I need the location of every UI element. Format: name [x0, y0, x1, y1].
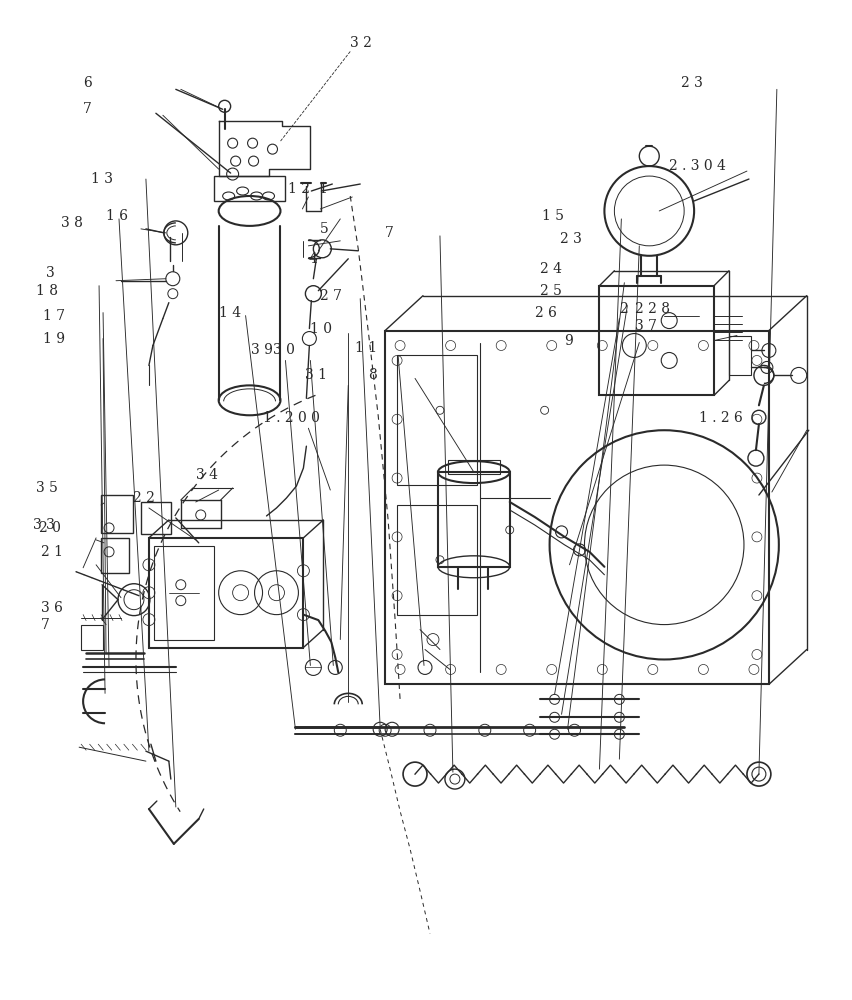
Text: 1 . 2 0 0: 1 . 2 0 0	[262, 411, 320, 425]
Text: 2 0: 2 0	[39, 521, 61, 535]
Text: 7: 7	[83, 102, 92, 116]
Text: 1 9: 1 9	[43, 332, 66, 346]
Text: 2 1: 2 1	[41, 545, 63, 559]
Text: 1 7: 1 7	[43, 309, 66, 323]
Bar	[385, 331, 769, 684]
Text: 7: 7	[41, 618, 50, 632]
Text: 3 2: 3 2	[350, 36, 372, 50]
Text: 2 3: 2 3	[681, 76, 703, 90]
Text: 2 2: 2 2	[133, 491, 155, 505]
Bar	[141, 502, 171, 534]
Text: 1 2: 1 2	[289, 182, 310, 196]
Text: 3 4: 3 4	[196, 468, 218, 482]
Text: 6: 6	[83, 76, 92, 90]
Text: 3 5: 3 5	[37, 481, 58, 495]
Text: 1: 1	[319, 182, 327, 196]
Text: 1 4: 1 4	[219, 306, 241, 320]
Text: 4: 4	[308, 252, 317, 266]
Bar	[81, 625, 103, 650]
Text: 7: 7	[385, 226, 394, 240]
Text: 1 5: 1 5	[542, 209, 564, 223]
Text: 9: 9	[565, 334, 573, 348]
Text: 3 1: 3 1	[305, 368, 327, 382]
Text: 5: 5	[320, 222, 329, 236]
Bar	[214, 176, 285, 201]
Text: 8: 8	[368, 368, 377, 382]
Text: 3: 3	[46, 266, 55, 280]
Text: 1 1: 1 1	[355, 341, 377, 355]
Bar	[600, 286, 714, 395]
Text: 1 3: 1 3	[91, 172, 113, 186]
Text: 1 . 2 6: 1 . 2 6	[699, 411, 743, 425]
Bar	[729, 336, 751, 375]
Bar	[448, 460, 500, 474]
Text: 3 6: 3 6	[41, 601, 63, 615]
Text: 3 0: 3 0	[273, 343, 295, 357]
Text: 1 8: 1 8	[37, 284, 58, 298]
Bar	[101, 495, 133, 533]
Text: 1 0: 1 0	[310, 322, 332, 336]
Text: 3 8: 3 8	[61, 216, 83, 230]
Text: 2 7: 2 7	[320, 289, 343, 303]
Text: 2 2 8: 2 2 8	[636, 302, 671, 316]
Text: 1 6: 1 6	[106, 209, 128, 223]
Text: 2 5: 2 5	[539, 284, 561, 298]
Bar	[101, 538, 129, 573]
Text: 2 4: 2 4	[539, 262, 561, 276]
Text: 3 3: 3 3	[33, 518, 55, 532]
Text: 3 9: 3 9	[250, 343, 273, 357]
Bar	[397, 505, 477, 615]
Text: 3 7: 3 7	[636, 319, 657, 333]
Text: 2 . 3 0 4: 2 . 3 0 4	[669, 159, 726, 173]
Bar	[397, 355, 477, 485]
Bar	[149, 538, 303, 648]
Text: 2: 2	[619, 302, 628, 316]
Bar	[438, 472, 509, 567]
Text: 2 3: 2 3	[560, 232, 581, 246]
Bar	[154, 546, 214, 640]
Text: 2 6: 2 6	[535, 306, 556, 320]
